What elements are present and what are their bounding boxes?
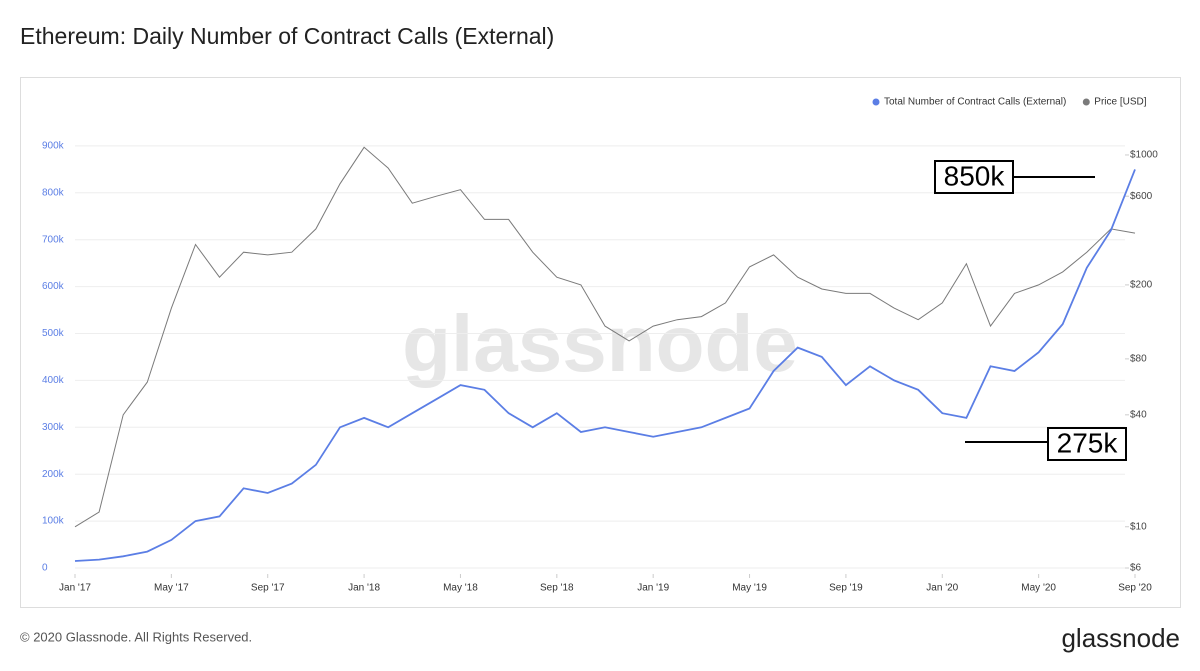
- x-tick-label: Sep '18: [540, 583, 574, 594]
- x-tick-label: May '18: [443, 583, 478, 594]
- watermark: glassnode: [402, 299, 798, 388]
- x-tick-label: Jan '17: [59, 583, 91, 594]
- y-tick-label: 400k: [42, 375, 65, 386]
- y2-tick-label: $10: [1130, 521, 1147, 532]
- annotation-text: 850k: [944, 160, 1006, 191]
- x-tick-label: May '19: [732, 583, 767, 594]
- chart-title: Ethereum: Daily Number of Contract Calls…: [20, 23, 554, 49]
- legend-marker: [1082, 98, 1090, 106]
- x-tick-label: Sep '17: [251, 583, 285, 594]
- x-tick-label: Sep '20: [1118, 583, 1152, 594]
- legend-label: Total Number of Contract Calls (External…: [884, 97, 1066, 108]
- y-tick-label: 0: [42, 563, 48, 574]
- y-tick-label: 700k: [42, 234, 65, 245]
- annotation-box: [934, 160, 1014, 194]
- y2-tick-label: $40: [1130, 409, 1147, 420]
- y2-tick-label: $200: [1130, 280, 1153, 291]
- x-tick-label: Jan '19: [637, 583, 669, 594]
- y-tick-label: 100k: [42, 516, 65, 527]
- y-tick-label: 600k: [42, 281, 65, 292]
- y-tick-label: 500k: [42, 328, 65, 339]
- x-tick-label: Sep '19: [829, 583, 863, 594]
- y-tick-label: 200k: [42, 469, 65, 480]
- y-tick-label: 300k: [42, 422, 65, 433]
- legend-label: Price [USD]: [1094, 97, 1146, 108]
- annotation-box: [1047, 427, 1127, 461]
- x-tick-label: Jan '20: [926, 583, 958, 594]
- footer: © 2020 Glassnode. All Rights Reserved.: [20, 629, 252, 644]
- x-tick-label: Jan '18: [348, 583, 380, 594]
- y2-tick-label: $80: [1130, 354, 1147, 365]
- logo: glassnode: [1061, 623, 1180, 653]
- y2-tick-label: $6: [1130, 563, 1142, 574]
- series-line: [74, 169, 1136, 562]
- legend-marker: [872, 98, 880, 106]
- y-tick-label: 900k: [42, 141, 65, 152]
- series-line: [74, 146, 1136, 528]
- y2-tick-label: $1000: [1130, 150, 1158, 161]
- y2-tick-label: $600: [1130, 191, 1153, 202]
- x-tick-label: May '17: [154, 583, 189, 594]
- x-tick-label: May '20: [1021, 583, 1056, 594]
- y-tick-label: 800k: [42, 187, 65, 198]
- annotation-text: 275k: [1057, 427, 1119, 458]
